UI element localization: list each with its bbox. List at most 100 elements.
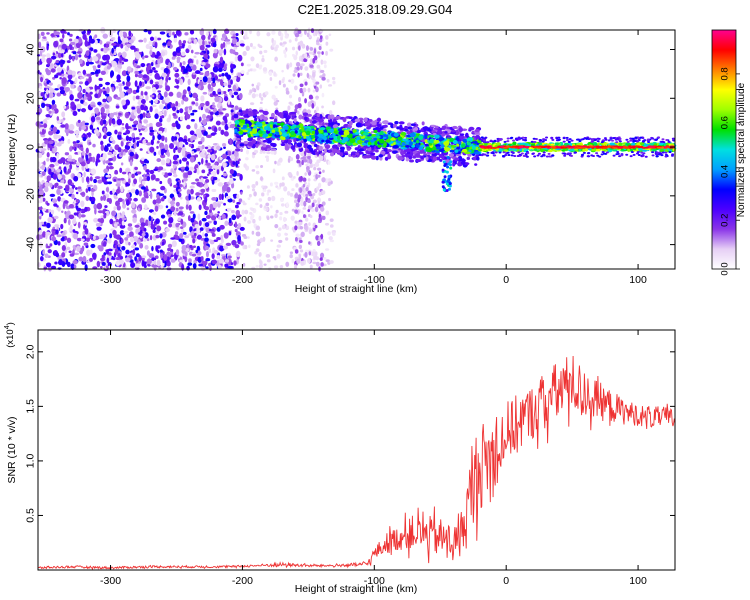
spectrogram-cell bbox=[71, 193, 75, 200]
spectrogram-cell bbox=[151, 211, 156, 215]
spectrogram-cell bbox=[54, 88, 59, 91]
spectrogram-cell bbox=[315, 261, 320, 267]
spectrogram-cell bbox=[243, 216, 247, 222]
spectrogram-cell bbox=[53, 29, 57, 36]
spectrogram-cell bbox=[284, 34, 289, 39]
spectrogram-cell bbox=[175, 101, 179, 107]
spectrogram-cell bbox=[200, 95, 205, 102]
spectrogram-cell bbox=[222, 172, 227, 177]
spectrogram-cell bbox=[316, 240, 321, 246]
spectrogram-cell bbox=[61, 252, 66, 258]
spectrogram-cell bbox=[132, 248, 136, 256]
spectrogram-cell bbox=[307, 101, 312, 108]
spectrogram-cell bbox=[255, 225, 261, 231]
spectrogram-cell bbox=[125, 249, 130, 255]
spectrogram-cell bbox=[241, 200, 246, 204]
spectrogram-cell bbox=[127, 223, 133, 227]
spectrogram-cell bbox=[154, 72, 160, 80]
spectrogram-cell bbox=[240, 148, 243, 153]
spectrogram-cell bbox=[71, 182, 74, 186]
spectrogram-cell bbox=[278, 80, 282, 86]
spectrogram-cell bbox=[86, 249, 91, 256]
spectrogram-cell bbox=[219, 224, 225, 230]
spectrogram-cell bbox=[182, 231, 187, 235]
spectrogram-cell bbox=[150, 174, 156, 181]
spectrogram-cell bbox=[274, 46, 278, 52]
spectrogram-cell bbox=[90, 168, 97, 175]
spectrogram-cell bbox=[206, 31, 209, 37]
spectrogram-cell bbox=[82, 69, 87, 75]
spectrogram-cell bbox=[262, 150, 266, 154]
spectrogram-cell bbox=[170, 237, 176, 240]
spectrogram-cell bbox=[448, 153, 455, 157]
spectrogram-cell bbox=[460, 160, 466, 165]
spectrogram-cell bbox=[119, 259, 125, 265]
spectrogram-cell bbox=[83, 101, 88, 106]
spectrogram-cell bbox=[99, 40, 103, 45]
spectrogram-cell bbox=[132, 89, 138, 95]
spectrogram-cell bbox=[299, 87, 304, 94]
spectrogram-cell bbox=[132, 217, 137, 223]
spectrogram-cell bbox=[37, 221, 42, 229]
spectrogram-cell bbox=[143, 105, 148, 111]
spectrogram-cell bbox=[325, 41, 329, 46]
spectrogram-cell bbox=[104, 104, 110, 109]
spectrogram-cell bbox=[102, 135, 107, 140]
spectrogram-cell bbox=[63, 73, 69, 79]
spectrogram-cell bbox=[251, 230, 255, 235]
spectrogram-cell bbox=[112, 229, 117, 236]
spectrogram-cell bbox=[216, 236, 221, 241]
spectrogram-cell bbox=[308, 241, 311, 245]
spectrogram-cell bbox=[302, 87, 307, 93]
spectrogram-cell bbox=[418, 150, 424, 154]
spectrogram-cell bbox=[224, 220, 229, 226]
spectrogram-cell bbox=[126, 207, 130, 211]
spectrogram-cell bbox=[304, 217, 309, 222]
spectrogram-cell bbox=[329, 114, 335, 119]
spectrogram-cell bbox=[174, 72, 180, 78]
spectrogram-cell bbox=[162, 262, 165, 267]
spectrogram-cell bbox=[197, 38, 203, 44]
spectrogram-cell bbox=[295, 233, 300, 238]
spectrogram-cell bbox=[89, 196, 92, 201]
spectrogram-cell bbox=[149, 49, 153, 56]
spectrogram-cell bbox=[294, 237, 298, 242]
spectrogram-cell bbox=[80, 192, 85, 196]
spectrogram-cell bbox=[74, 53, 79, 61]
spectrogram-cell bbox=[146, 110, 150, 113]
spectrogram-cell bbox=[141, 126, 148, 129]
spectrogram-cell bbox=[61, 111, 66, 118]
spectrogram-cell bbox=[138, 39, 144, 43]
spectrogram-cell bbox=[175, 47, 181, 53]
spectrogram-cell bbox=[120, 162, 124, 166]
spectrogram-cell bbox=[65, 186, 70, 192]
spectrogram-cell bbox=[123, 58, 129, 62]
spectrogram-cell bbox=[134, 70, 139, 75]
spectrogram-cell bbox=[195, 249, 199, 254]
spectrogram-cell bbox=[409, 152, 414, 157]
spectrogram-cell bbox=[294, 199, 298, 204]
spectrogram-cell bbox=[49, 163, 55, 168]
spectrogram-cell bbox=[168, 32, 172, 37]
spectrogram-cell bbox=[188, 143, 192, 147]
spectrogram-cell bbox=[274, 213, 278, 219]
spectrogram-cell bbox=[246, 71, 249, 76]
spectrogram-cell bbox=[117, 243, 121, 248]
spectrogram-cell bbox=[291, 258, 295, 264]
spectrogram-cell bbox=[232, 161, 236, 165]
spectrogram-cell bbox=[363, 154, 368, 159]
spectrogram-cell bbox=[227, 98, 231, 106]
spectrogram-cell bbox=[145, 195, 149, 199]
spectrogram-cell bbox=[246, 185, 250, 189]
spectrogram-cell bbox=[111, 47, 115, 54]
spectrogram-cell bbox=[138, 204, 142, 209]
spectrogram-cell bbox=[186, 124, 191, 130]
spectrogram-cell bbox=[296, 170, 299, 176]
spectrogram-cell bbox=[310, 28, 315, 34]
spectrogram-cell bbox=[115, 200, 120, 207]
spectrogram-cell bbox=[83, 171, 86, 178]
spectrogram-cell bbox=[167, 103, 171, 110]
spectrogram-cell bbox=[194, 51, 200, 55]
spectrogram-cell bbox=[458, 127, 463, 133]
spectrogram-cell bbox=[54, 261, 58, 265]
